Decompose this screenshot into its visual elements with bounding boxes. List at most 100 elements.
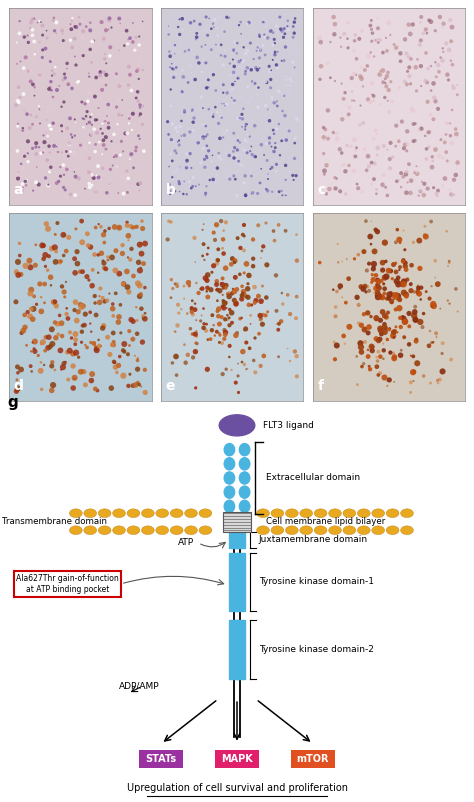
Point	[56, 309, 64, 322]
Point	[101, 53, 109, 66]
Point	[237, 60, 245, 73]
Point	[411, 313, 419, 326]
Point	[50, 295, 57, 308]
Point	[80, 121, 87, 134]
Point	[88, 374, 95, 387]
Point	[333, 132, 341, 145]
Point	[197, 314, 204, 327]
Point	[226, 149, 233, 162]
Point	[273, 54, 281, 67]
Point	[244, 44, 251, 57]
Point	[223, 10, 231, 23]
Point	[275, 24, 283, 37]
Point	[231, 254, 239, 267]
Point	[68, 131, 76, 144]
Point	[112, 149, 120, 162]
Point	[132, 30, 140, 43]
Point	[115, 108, 123, 121]
Point	[266, 163, 274, 176]
Point	[21, 175, 29, 188]
Point	[441, 136, 449, 149]
Point	[381, 282, 388, 295]
Point	[215, 11, 223, 24]
Point	[210, 226, 218, 239]
Point	[405, 338, 413, 350]
Point	[439, 365, 447, 378]
Point	[96, 108, 103, 121]
Point	[53, 176, 61, 189]
Point	[82, 97, 89, 110]
Point	[167, 83, 174, 96]
Point	[58, 119, 65, 132]
Point	[414, 280, 422, 293]
Point	[262, 87, 270, 99]
Point	[185, 279, 193, 292]
Point	[256, 164, 264, 177]
Point	[362, 286, 370, 298]
Point	[431, 24, 439, 37]
Point	[100, 319, 108, 332]
Point	[41, 124, 48, 137]
Point	[129, 35, 137, 48]
Point	[427, 59, 435, 72]
Point	[20, 162, 27, 175]
Point	[90, 337, 98, 350]
Point	[329, 283, 337, 296]
Point	[234, 72, 242, 85]
Point	[80, 112, 88, 125]
Point	[102, 131, 109, 144]
Point	[177, 130, 185, 143]
Point	[95, 136, 103, 148]
Point	[73, 257, 81, 270]
Point	[125, 229, 132, 242]
Point	[95, 334, 102, 346]
Point	[386, 322, 393, 335]
Point	[26, 122, 34, 135]
Point	[165, 178, 173, 191]
Point	[359, 80, 367, 93]
Point	[42, 260, 49, 273]
Point	[108, 21, 115, 34]
Point	[386, 152, 393, 165]
Point	[361, 280, 369, 293]
Point	[220, 127, 228, 140]
Point	[414, 53, 421, 66]
Point	[220, 247, 228, 260]
Point	[391, 325, 399, 338]
Point	[62, 355, 69, 368]
Point	[91, 383, 99, 395]
Point	[20, 30, 28, 43]
Point	[237, 312, 244, 325]
Point	[110, 335, 118, 348]
Point	[168, 273, 175, 286]
Point	[268, 185, 276, 198]
Point	[396, 81, 403, 94]
Point	[389, 151, 397, 164]
Point	[383, 144, 391, 156]
Point	[324, 132, 332, 145]
Point	[115, 44, 123, 57]
Point	[379, 180, 386, 193]
Point	[262, 309, 270, 322]
Point	[236, 111, 244, 124]
Point	[136, 184, 144, 196]
Point	[120, 338, 128, 350]
Point	[199, 282, 206, 295]
Point	[202, 130, 210, 143]
Point	[34, 16, 41, 29]
Point	[72, 296, 79, 309]
Point	[389, 330, 397, 342]
Point	[367, 310, 375, 323]
Point	[123, 24, 130, 37]
Point	[322, 188, 330, 200]
Point	[390, 331, 398, 344]
Point	[251, 281, 258, 294]
Point	[342, 165, 349, 178]
Point	[125, 379, 132, 392]
Point	[240, 288, 248, 301]
Point	[385, 323, 393, 336]
Point	[230, 44, 237, 57]
Point	[280, 89, 287, 102]
Point	[106, 348, 114, 361]
Point	[39, 336, 47, 349]
